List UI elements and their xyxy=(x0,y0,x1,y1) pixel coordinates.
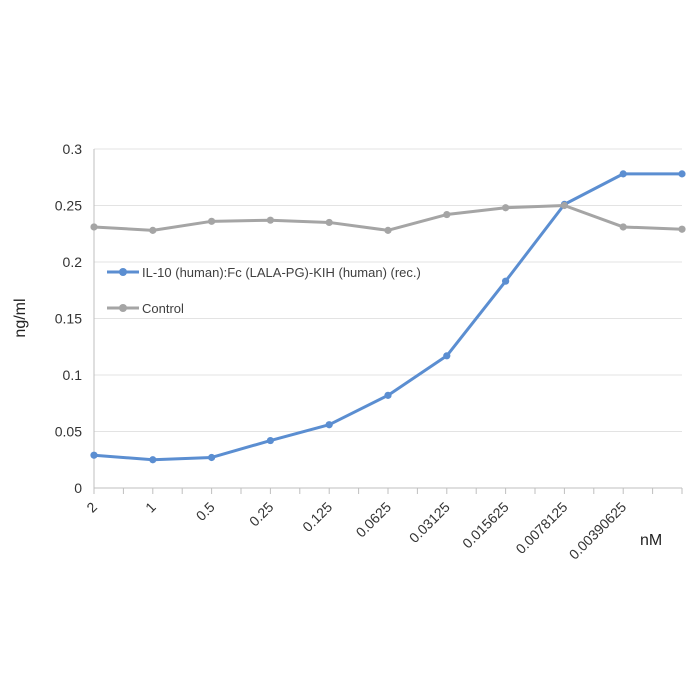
series-1-point-6 xyxy=(443,210,451,219)
y-tick-label-4: 0.2 xyxy=(63,254,83,270)
series-1-point-5 xyxy=(384,226,392,234)
legend-marker-0 xyxy=(119,268,127,276)
legend-entry-0: IL-10 (human):Fc (LALA-PG)-KIH (human) (… xyxy=(107,265,421,280)
y-tick-label-2: 0.1 xyxy=(63,367,83,383)
y-axis-ticks: 0 0.05 0.1 0.15 0.2 0.25 0.3 xyxy=(55,141,82,496)
y-tick-label-1: 0.05 xyxy=(55,424,82,440)
y-tick-label-6: 0.3 xyxy=(63,141,83,157)
series-0-point-1 xyxy=(149,456,157,464)
series-1-point-4 xyxy=(325,218,333,227)
series-1-point-8 xyxy=(560,201,569,210)
series-1-point-2 xyxy=(208,217,216,225)
series-1-point-3 xyxy=(266,216,274,224)
x-axis-ticks: 2 1 0.5 0.25 0.125 0.0625 0.03125 0.015625 0.007… xyxy=(83,488,683,563)
series-1-point-1 xyxy=(149,226,157,234)
x-axis-title: nM xyxy=(640,532,662,549)
y-tick-label-3: 0.15 xyxy=(55,311,82,327)
x-tick-label-2: 0.5 xyxy=(193,499,218,524)
series-0-point-9 xyxy=(619,170,627,178)
gridlines xyxy=(94,148,682,432)
series-group xyxy=(90,170,686,464)
legend-entry-1: Control xyxy=(107,301,184,316)
x-tick-label-8: 0.0078125 xyxy=(512,499,570,557)
series-1-point-0 xyxy=(90,223,98,231)
series-0-point-4 xyxy=(325,421,333,429)
legend: IL-10 (human):Fc (LALA-PG)-KIH (human) (… xyxy=(107,265,421,316)
x-tick-label-5: 0.0625 xyxy=(353,499,395,541)
series-0-point-5 xyxy=(384,391,392,399)
x-tick-label-9: 0.00390625 xyxy=(566,499,630,563)
legend-label-1: Control xyxy=(142,301,184,316)
x-tick-label-1: 1 xyxy=(142,499,159,516)
series-0-point-10 xyxy=(678,170,686,178)
y-axis-title: ng/ml xyxy=(12,298,29,337)
legend-label-0: IL-10 (human):Fc (LALA-PG)-KIH (human) (… xyxy=(142,265,421,280)
series-0-point-3 xyxy=(266,436,274,445)
x-tick-label-7: 0.015625 xyxy=(459,499,512,552)
y-tick-label-5: 0.25 xyxy=(55,198,82,214)
x-tick-label-4: 0.125 xyxy=(299,499,335,535)
series-1-point-7 xyxy=(502,204,510,212)
x-tick-label-6: 0.03125 xyxy=(406,499,453,546)
series-0-point-2 xyxy=(208,453,216,462)
series-1-point-9 xyxy=(619,223,627,231)
x-tick-label-0: 2 xyxy=(83,499,100,516)
series-1-point-10 xyxy=(678,225,686,233)
series-line-1 xyxy=(93,204,683,232)
y-tick-label-0: 0 xyxy=(74,480,82,496)
series-0-point-6 xyxy=(443,352,451,360)
x-tick-label-3: 0.25 xyxy=(246,499,277,530)
series-0-point-0 xyxy=(90,451,98,459)
series-0-point-7 xyxy=(502,277,510,285)
legend-marker-1 xyxy=(119,304,127,312)
